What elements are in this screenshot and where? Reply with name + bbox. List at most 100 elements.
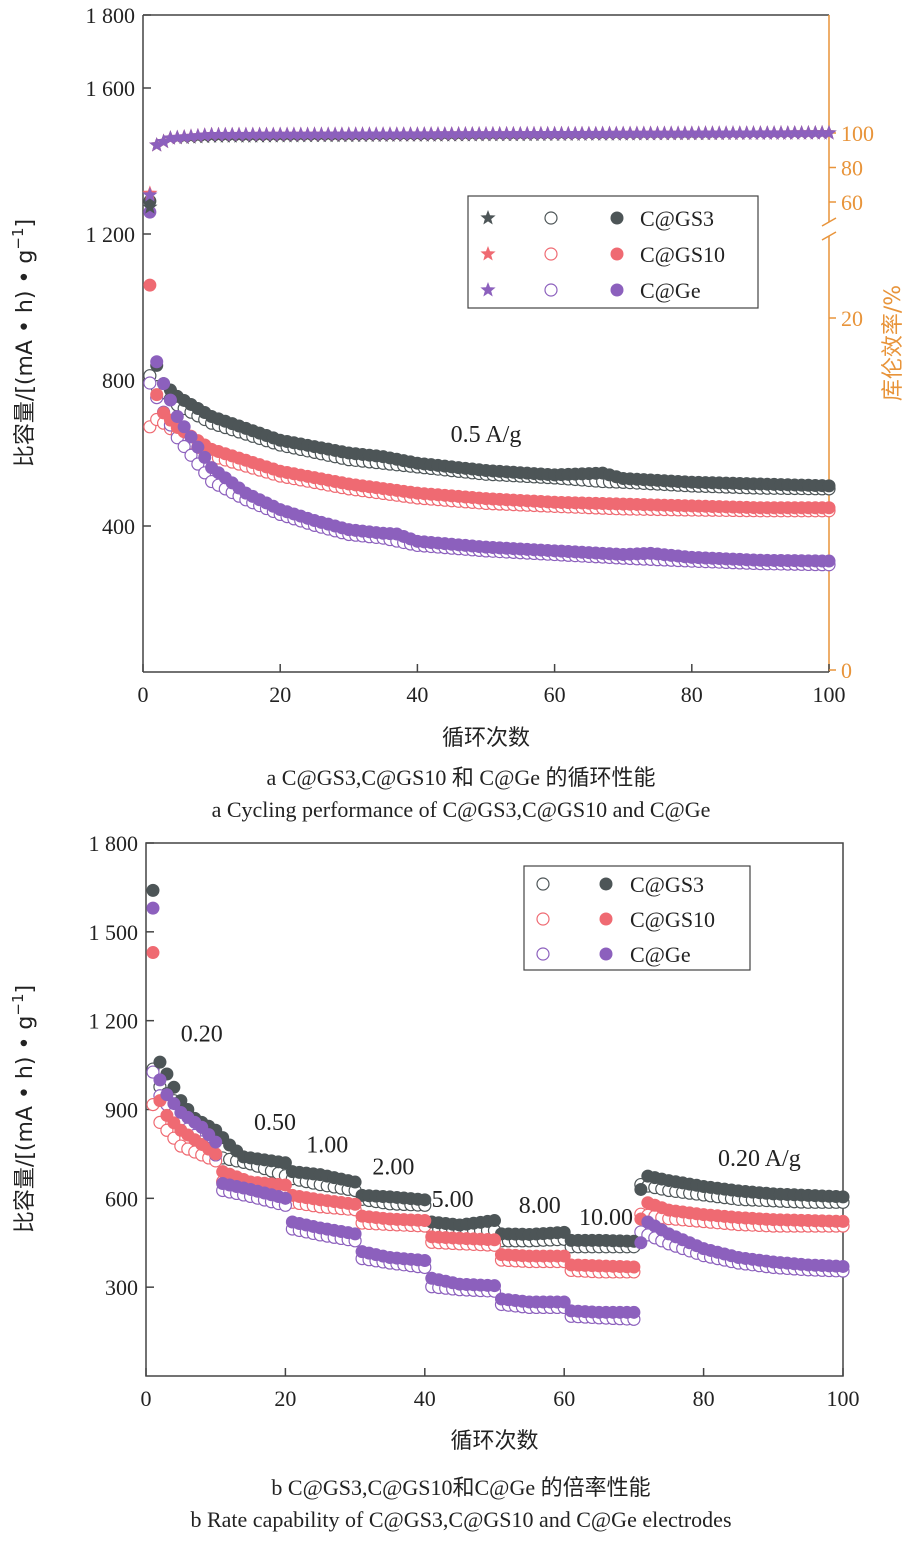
panel-a-right-tick-label: 80 [841,156,863,181]
panel-a-efficiency-point [677,125,693,140]
panel-b-chart: 300 600 900 1 200 1 500 1 800 0 20 40 60 80 100 循环次数… [89,831,860,1454]
panel-a-efficiency-point [183,128,199,143]
panel-a-efficiency-point [389,126,405,141]
panel-b-discharge-point [418,1193,432,1207]
panel-a-efficiency-point [540,125,556,141]
panel-b-discharge-point [634,1182,648,1196]
panel-a-discharge-point [170,410,184,423]
panel-a-efficiency-point [601,125,618,141]
legend-hollow-marker [536,912,550,926]
panel-a-efficiency-point [382,126,398,141]
panel-a-discharge-point [191,440,205,454]
panel-a-efficiency-point [807,125,823,140]
caption-a-english: a Cycling performance of C@GS3,C@GS10 an… [211,797,711,822]
panel-a-discharge-point [157,377,171,391]
panel-a-efficiency-point [636,125,652,140]
panel-a-discharge-point [177,420,191,434]
panel-b-x-tick-label: 80 [693,1386,715,1411]
panel-a-efficiency-point [745,125,762,140]
legend-star-marker [480,210,496,225]
panel-a-y-tick-label: 1 200 [86,222,136,247]
panel-a-efficiency-point [526,125,542,141]
panel-a-efficiency-point [306,126,323,141]
legend-label-ge: C@Ge [630,942,691,967]
panel-a-efficiency-point [224,126,240,142]
panel-b-rate-label: 0.50 [254,1110,296,1136]
panel-a-efficiency-point [643,125,659,140]
panel-a-efficiency-point [437,126,453,141]
panel-b-discharge-point [160,1088,174,1102]
legend-filled-marker [610,211,624,225]
legend-hollow-marker [544,247,558,261]
panel-b-y-tick-label: 300 [105,1275,138,1300]
panel-a-efficiency-point [553,125,570,141]
panel-b-y-tick-label: 1 200 [89,1009,139,1034]
panel-a-right-tick-label: 0 [841,658,852,683]
panel-a-efficiency-point [451,126,467,141]
panel-a-x-tick-label: 20 [269,682,291,707]
panel-a-efficiency-point [574,125,590,141]
legend-filled-marker [599,947,613,961]
panel-a-rate-annotation: 0.5 A/g [451,422,522,448]
panel-b-discharge-point [627,1260,641,1274]
panel-a-efficiency-point [238,126,254,142]
panel-a-efficiency-point [204,126,220,142]
panel-a-y-tick-label: 1 600 [86,76,136,101]
panel-a-efficiency-point [485,125,501,141]
panel-a-efficiency-point [704,125,720,140]
panel-b-discharge-point [557,1249,571,1263]
panel-b-x-axis-label: 循环次数 [450,1429,538,1454]
panel-a-x-tick-label: 0 [138,682,149,707]
panel-b-rate-label: 1.00 [306,1132,348,1158]
panel-a-efficiency-point [725,125,741,140]
panel-a-charge-point [177,439,191,454]
panel-a-charge-point [143,376,157,390]
panel-a-efficiency-point [464,126,480,141]
panel-a-efficiency-point [375,126,391,141]
legend-star-marker [480,246,496,261]
panel-a-discharge-point [198,450,212,464]
legend-filled-marker [610,283,624,297]
panel-a-efficiency-point [800,125,816,140]
panel-a-efficiency-point [718,125,734,140]
panel-a-x-tick-label: 80 [681,682,703,707]
panel-a-y-axis-label: 比容量/[(mA • h) • g−1] [9,219,38,467]
panel-a-efficiency-point [272,126,288,141]
panel-b-y-tick-label: 1 500 [89,920,139,945]
panel-a-efficiency-point [821,125,837,140]
legend-label-gs10: C@GS10 [640,242,725,267]
legend-label-gs3: C@GS3 [640,206,714,231]
panel-a-efficiency-point [430,126,446,141]
panel-a-efficiency-point [190,127,206,143]
legend-filled-marker [599,912,613,926]
panel-a-efficiency-point [732,125,748,140]
panel-a-efficiency-point [320,126,336,141]
panel-a-efficiency-point [252,126,268,142]
panel-b-discharge-point [488,1279,501,1293]
panel-a-efficiency-point [156,133,172,149]
panel-a-efficiency-point [766,125,782,140]
panel-b-discharge-point [348,1175,362,1189]
panel-b-x-tick-label: 60 [553,1386,575,1411]
legend-label-gs3: C@GS3 [630,872,704,897]
panel-a-right-axis-label: 库伦效率/% [881,285,906,401]
panel-b-x-tick-label: 40 [414,1386,436,1411]
panel-a-discharge-point [143,278,157,292]
panel-b-discharge-point [146,883,160,897]
panel-a-x-tick-label: 100 [813,682,846,707]
panel-a-efficiency-point [300,126,316,141]
panel-b-legend-box [523,865,751,971]
panel-a-y-tick-label: 1 800 [86,3,136,28]
panel-a-efficiency-point [499,125,515,141]
panel-a-efficiency-point [348,126,364,141]
panel-a-x-tick-label: 60 [544,682,566,707]
panel-a-efficiency-point [684,125,700,140]
panel-a-efficiency-point [533,125,549,141]
panel-b-rate-label: 0.20 A/g [718,1146,801,1172]
panel-a-efficiency-point [142,187,158,202]
panel-a-efficiency-point [581,125,597,141]
panel-b-discharge-point [209,1147,223,1161]
panel-a-efficiency-point [814,125,830,140]
